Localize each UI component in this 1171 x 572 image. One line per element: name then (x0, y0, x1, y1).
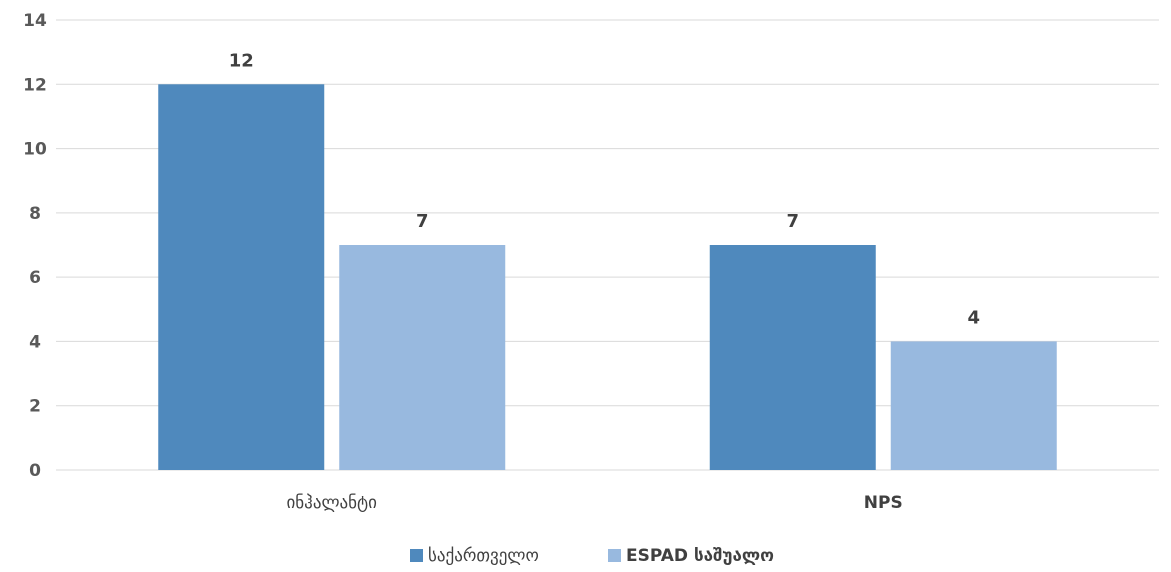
legend-label-0: საქართველო (428, 546, 539, 566)
legend-label-1: ESPAD საშუალო (626, 546, 774, 566)
bar-georgia-1 (710, 245, 876, 470)
y-tick-label: 0 (29, 461, 41, 481)
bar-georgia-0 (158, 84, 324, 470)
y-tick-label: 8 (29, 204, 41, 224)
y-tick-label: 14 (23, 11, 47, 31)
y-axis-tick-labels: 0 2 4 6 8 10 12 14 (23, 11, 47, 481)
x-category-label: ინჰალანტი (287, 493, 377, 513)
legend-swatch-1 (608, 549, 621, 562)
x-category-label: NPS (864, 493, 903, 513)
y-tick-label: 6 (29, 268, 41, 288)
bar-espad-0 (339, 245, 505, 470)
data-label: 4 (967, 307, 980, 328)
data-label: 7 (786, 211, 799, 232)
legend-swatch-0 (410, 549, 423, 562)
bar-espad-1 (891, 341, 1057, 470)
y-tick-label: 2 (29, 397, 41, 417)
x-axis-category-labels: ინჰალანტი NPS (287, 493, 903, 513)
data-label: 12 (229, 50, 254, 71)
y-tick-label: 10 (23, 140, 47, 160)
data-label: 7 (416, 211, 429, 232)
legend: საქართველო ESPAD საშუალო (410, 546, 774, 566)
y-tick-label: 4 (29, 332, 41, 352)
y-tick-label: 12 (23, 75, 47, 95)
